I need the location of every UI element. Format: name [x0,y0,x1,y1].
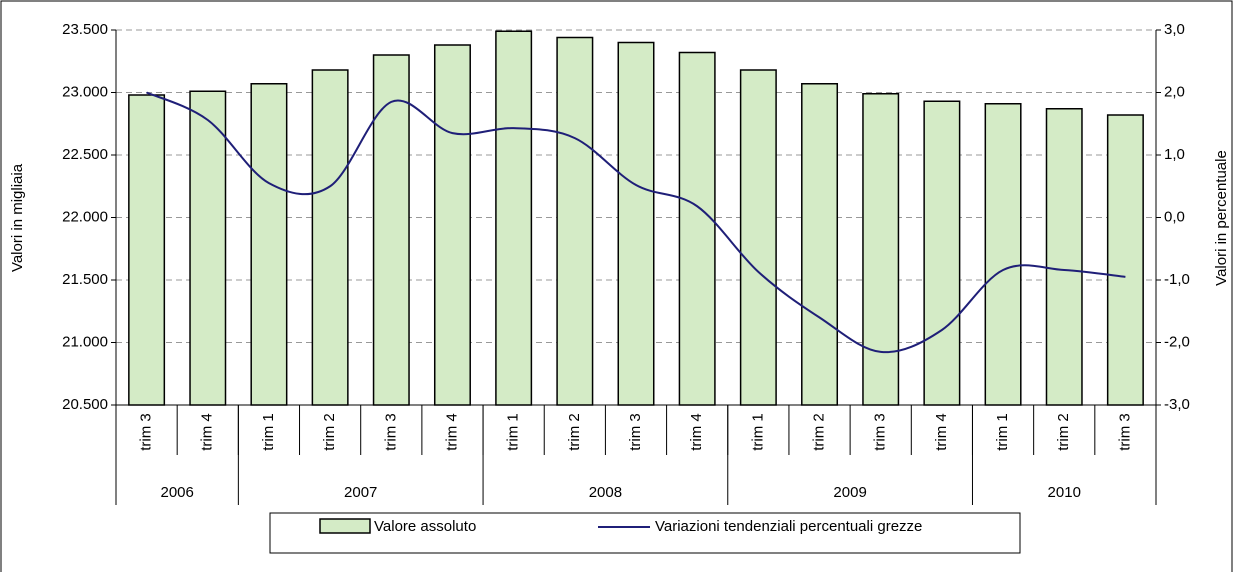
legend-swatch [319,518,371,534]
year-label: 2006 [160,484,193,501]
x-tick-label: trim 1 [749,413,766,451]
y2-tick-label: -2,0 [1164,333,1190,350]
year-label: 2010 [1048,484,1081,501]
bar [495,30,533,406]
x-tick-label: trim 3 [627,413,644,451]
legend-label: Valore assoluto [374,518,476,535]
bar [1106,114,1144,406]
y-tick-label: 22.000 [62,208,108,225]
bar [1045,108,1083,406]
y2-tick-label: 2,0 [1164,83,1185,100]
y2-tick-label: 3,0 [1164,21,1185,38]
y2-tick-label: -3,0 [1164,396,1190,413]
y-tick-label: 21.000 [62,333,108,350]
year-label: 2007 [344,484,377,501]
bar [433,44,471,406]
y2-tick-label: 1,0 [1164,146,1185,163]
bar [311,69,349,406]
y2-axis-title: Valori in percentuale [1213,150,1230,286]
x-tick-label: trim 3 [1116,413,1133,451]
bar [128,94,166,406]
year-label: 2009 [833,484,866,501]
legend-box [269,512,1021,554]
bar [984,103,1022,406]
bar [923,100,961,406]
x-tick-label: trim 1 [994,413,1011,451]
bar [189,90,227,406]
y-tick-label: 23.500 [62,21,108,38]
x-tick-label: trim 1 [505,413,522,451]
x-tick-label: trim 3 [382,413,399,451]
x-tick-label: trim 4 [199,413,216,451]
y2-tick-label: -1,0 [1164,271,1190,288]
x-tick-label: trim 4 [443,413,460,451]
y2-tick-label: 0,0 [1164,208,1185,225]
bar [678,51,716,406]
x-tick-label: trim 2 [1055,413,1072,451]
y-tick-label: 20.500 [62,396,108,413]
bar [862,93,900,406]
bar [556,36,594,406]
legend-label: Variazioni tendenziali percentuali grezz… [655,518,922,535]
x-tick-label: trim 2 [321,413,338,451]
x-tick-label: trim 3 [872,413,889,451]
bar [617,41,655,406]
y-tick-label: 21.500 [62,271,108,288]
bar [250,83,288,406]
x-tick-label: trim 1 [260,413,277,451]
x-tick-label: trim 4 [933,413,950,451]
year-label: 2008 [589,484,622,501]
line-series [146,91,1126,354]
y-tick-label: 22.500 [62,146,108,163]
x-tick-label: trim 3 [138,413,155,451]
bar [372,54,410,406]
x-tick-label: trim 4 [688,413,705,451]
y-axis-title: Valori in migliaia [9,163,26,272]
x-tick-label: trim 2 [810,413,827,451]
y-tick-label: 23.000 [62,83,108,100]
bar [739,69,777,406]
x-tick-label: trim 2 [566,413,583,451]
bar [801,83,839,406]
